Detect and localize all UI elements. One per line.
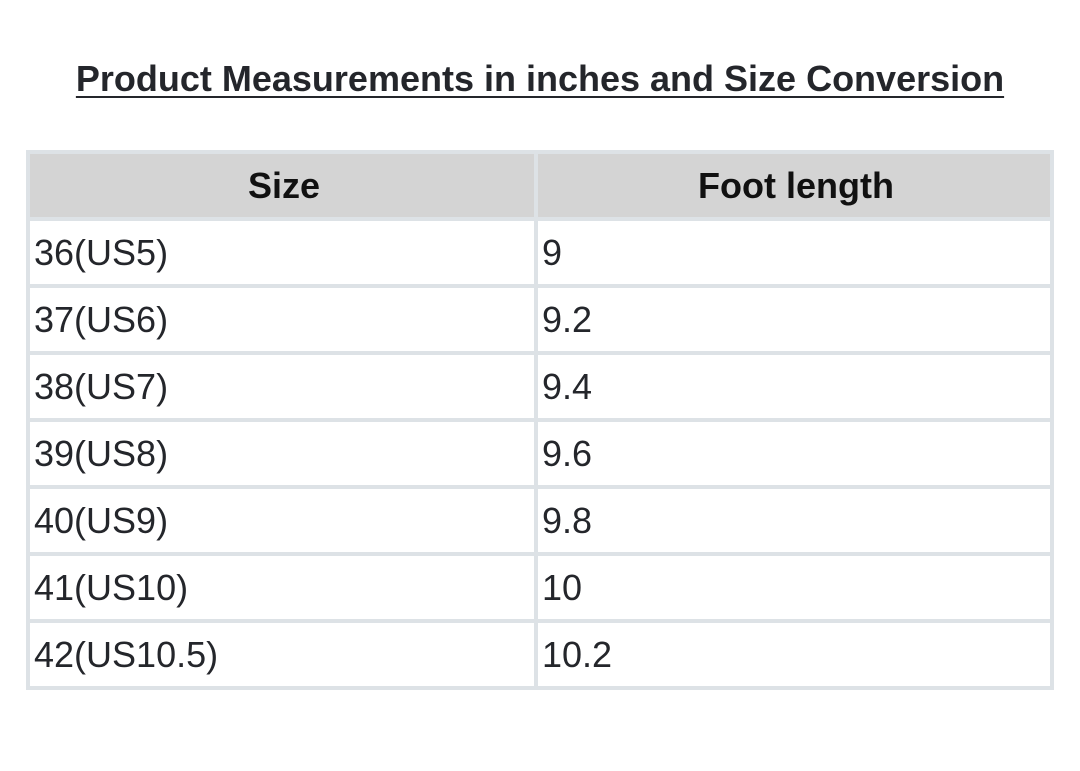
foot-length-cell: 10.2 (538, 623, 1050, 686)
header-foot-length: Foot length (538, 154, 1050, 217)
size-cell: 39(US8) (30, 422, 534, 485)
table-row: 40(US9) 9.8 (30, 489, 1050, 552)
foot-length-cell: 9.4 (538, 355, 1050, 418)
size-cell: 42(US10.5) (30, 623, 534, 686)
header-size: Size (30, 154, 534, 217)
size-cell: 41(US10) (30, 556, 534, 619)
foot-length-cell: 9 (538, 221, 1050, 284)
size-conversion-table: Size Foot length 36(US5) 9 37(US6) 9.2 38(US… (26, 150, 1054, 690)
table-row: 41(US10) 10 (30, 556, 1050, 619)
table-header-row: Size Foot length (30, 154, 1050, 217)
table-row: 38(US7) 9.4 (30, 355, 1050, 418)
size-cell: 36(US5) (30, 221, 534, 284)
table-row: 39(US8) 9.6 (30, 422, 1050, 485)
size-cell: 38(US7) (30, 355, 534, 418)
table-row: 37(US6) 9.2 (30, 288, 1050, 351)
foot-length-cell: 9.8 (538, 489, 1050, 552)
table-row: 42(US10.5) 10.2 (30, 623, 1050, 686)
page-title: Product Measurements in inches and Size … (75, 58, 1005, 99)
size-cell: 37(US6) (30, 288, 534, 351)
foot-length-cell: 9.6 (538, 422, 1050, 485)
foot-length-cell: 9.2 (538, 288, 1050, 351)
foot-length-cell: 10 (538, 556, 1050, 619)
size-cell: 40(US9) (30, 489, 534, 552)
table-row: 36(US5) 9 (30, 221, 1050, 284)
